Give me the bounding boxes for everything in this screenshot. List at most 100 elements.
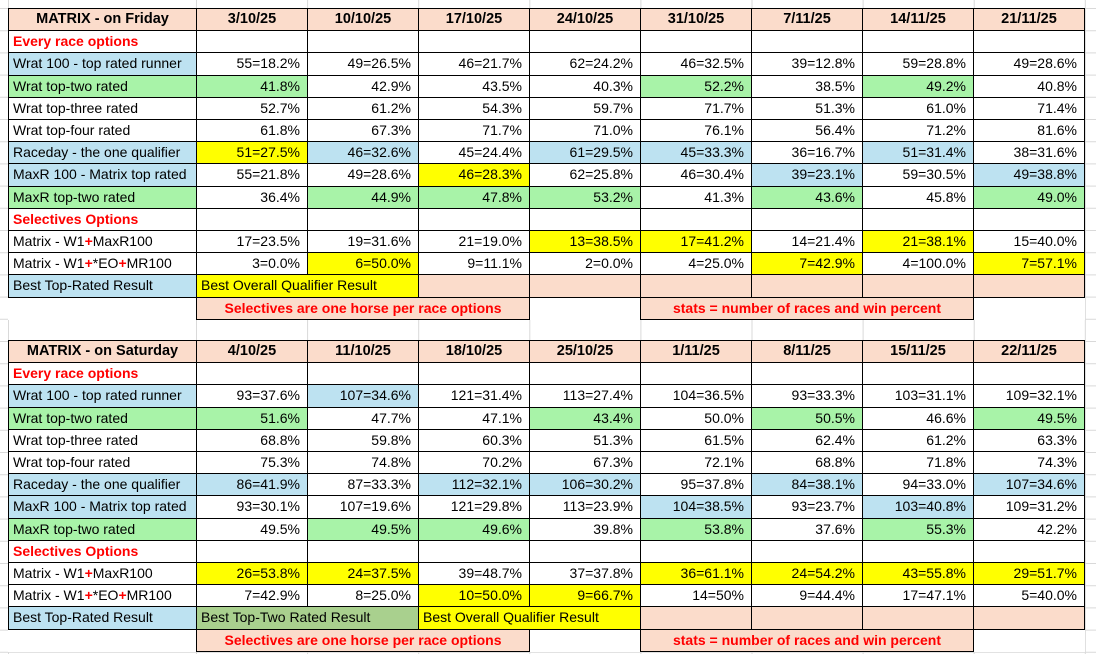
stat-cell[interactable]: 9=66.7% [529, 584, 641, 608]
row-label[interactable]: Wrat top-three rated [8, 428, 197, 453]
stat-cell[interactable]: 3=0.0% [196, 252, 308, 276]
stat-cell[interactable]: 55.3% [862, 517, 974, 541]
stat-cell[interactable]: 24=37.5% [307, 562, 419, 586]
stat-cell[interactable]: 36.4% [196, 185, 308, 209]
empty-cell[interactable] [307, 362, 419, 386]
date-header[interactable]: 25/10/25 [529, 339, 641, 364]
stat-cell[interactable]: 81.6% [973, 119, 1085, 143]
stat-cell[interactable]: 44.9% [307, 185, 419, 209]
stat-cell[interactable]: 51.6% [196, 406, 308, 430]
empty-cell[interactable] [862, 30, 974, 54]
stat-cell[interactable]: 42.2% [973, 517, 1085, 541]
empty-cell[interactable] [307, 539, 419, 564]
stat-cell[interactable]: 61.8% [196, 119, 308, 143]
row-label[interactable]: Matrix - W1+*EO+MR100 [8, 252, 197, 276]
stat-cell[interactable]: 8=25.0% [307, 584, 419, 608]
stat-cell[interactable]: 61.5% [640, 428, 752, 453]
stat-cell[interactable]: 4=100.0% [862, 252, 974, 276]
filler-cell[interactable] [640, 274, 752, 298]
stat-cell[interactable]: 21=19.0% [418, 230, 530, 254]
stat-cell[interactable]: 14=50% [640, 584, 752, 608]
stat-cell[interactable]: 70.2% [418, 451, 530, 475]
stat-cell[interactable]: 50.0% [640, 406, 752, 430]
empty-cell[interactable] [973, 207, 1085, 232]
stat-cell[interactable]: 19=31.6% [307, 230, 419, 254]
best-result-cell[interactable]: Best Overall Qualifier Result [196, 274, 419, 298]
stat-cell[interactable]: 4=25.0% [640, 252, 752, 276]
stat-cell[interactable]: 68.8% [196, 428, 308, 453]
empty-cell[interactable] [418, 207, 530, 232]
stat-cell[interactable]: 17=47.1% [862, 584, 974, 608]
stat-cell[interactable]: 43.4% [529, 406, 641, 430]
stat-cell[interactable]: 71.2% [862, 119, 974, 143]
stat-cell[interactable]: 37.6% [751, 517, 863, 541]
date-header[interactable]: 18/10/25 [418, 339, 530, 364]
stat-cell[interactable]: 93=23.7% [751, 495, 863, 519]
stat-cell[interactable]: 62=24.2% [529, 52, 641, 76]
date-header[interactable]: 21/11/25 [973, 7, 1085, 32]
stat-cell[interactable]: 121=31.4% [418, 384, 530, 408]
best-result-label[interactable]: Best Top-Rated Result [8, 606, 197, 630]
stat-cell[interactable]: 49=28.6% [973, 52, 1085, 76]
stat-cell[interactable]: 84=38.1% [751, 473, 863, 497]
stat-cell[interactable]: 71.0% [529, 119, 641, 143]
stat-cell[interactable]: 61=29.5% [529, 141, 641, 165]
empty-cell[interactable] [862, 362, 974, 386]
stat-cell[interactable]: 37=37.8% [529, 562, 641, 586]
stat-cell[interactable]: 9=44.4% [751, 584, 863, 608]
stat-cell[interactable]: 47.7% [307, 406, 419, 430]
stat-cell[interactable]: 94=33.0% [862, 473, 974, 497]
empty-cell[interactable] [418, 539, 530, 564]
stat-cell[interactable]: 51.3% [751, 96, 863, 121]
section-heading[interactable]: Selectives Options [8, 207, 197, 232]
date-header[interactable]: 8/11/25 [751, 339, 863, 364]
empty-cell[interactable] [862, 207, 974, 232]
stat-cell[interactable]: 47.8% [418, 185, 530, 209]
empty-cell[interactable] [862, 539, 974, 564]
stat-cell[interactable]: 9=11.1% [418, 252, 530, 276]
empty-cell[interactable] [640, 207, 752, 232]
stat-cell[interactable]: 17=23.5% [196, 230, 308, 254]
stat-cell[interactable]: 55=18.2% [196, 52, 308, 76]
stat-cell[interactable]: 51.3% [529, 428, 641, 453]
stat-cell[interactable]: 67.3% [307, 119, 419, 143]
stat-cell[interactable]: 38=31.6% [973, 141, 1085, 165]
stat-cell[interactable]: 36=16.7% [751, 141, 863, 165]
stat-cell[interactable]: 49.5% [307, 517, 419, 541]
date-header[interactable]: 17/10/25 [418, 7, 530, 32]
stat-cell[interactable]: 24=54.2% [751, 562, 863, 586]
empty-cell[interactable] [640, 362, 752, 386]
row-label[interactable]: Wrat top-four rated [8, 451, 197, 475]
stat-cell[interactable]: 59.7% [529, 96, 641, 121]
empty-cell[interactable] [973, 539, 1085, 564]
section-heading[interactable]: Selectives Options [8, 539, 197, 564]
row-label[interactable]: MaxR top-two rated [8, 185, 197, 209]
empty-cell[interactable] [196, 30, 308, 54]
stat-cell[interactable]: 45=33.3% [640, 141, 752, 165]
row-label[interactable]: MaxR top-two rated [8, 517, 197, 541]
stat-cell[interactable]: 51=31.4% [862, 141, 974, 165]
empty-cell[interactable] [196, 362, 308, 386]
stat-cell[interactable]: 121=29.8% [418, 495, 530, 519]
stat-cell[interactable]: 45.8% [862, 185, 974, 209]
table-title[interactable]: MATRIX - on Saturday [8, 339, 197, 364]
filler-cell[interactable] [862, 274, 974, 298]
stat-cell[interactable]: 45=24.4% [418, 141, 530, 165]
row-label[interactable]: Wrat top-two rated [8, 74, 197, 98]
stat-cell[interactable]: 14=21.4% [751, 230, 863, 254]
stat-cell[interactable]: 5=40.0% [973, 584, 1085, 608]
row-label[interactable]: Raceday - the one qualifier [8, 141, 197, 165]
date-header[interactable]: 3/10/25 [196, 7, 308, 32]
stat-cell[interactable]: 107=34.6% [973, 473, 1085, 497]
stat-cell[interactable]: 103=31.1% [862, 384, 974, 408]
date-header[interactable]: 14/11/25 [862, 7, 974, 32]
table-title[interactable]: MATRIX - on Friday [8, 7, 197, 32]
stat-cell[interactable]: 109=31.2% [973, 495, 1085, 519]
empty-cell[interactable] [751, 362, 863, 386]
best-result-label[interactable]: Best Top-Rated Result [8, 274, 197, 298]
stat-cell[interactable]: 46=21.7% [418, 52, 530, 76]
filler-cell[interactable] [862, 606, 974, 630]
empty-cell[interactable] [640, 30, 752, 54]
stat-cell[interactable]: 26=53.8% [196, 562, 308, 586]
stat-cell[interactable]: 47.1% [418, 406, 530, 430]
